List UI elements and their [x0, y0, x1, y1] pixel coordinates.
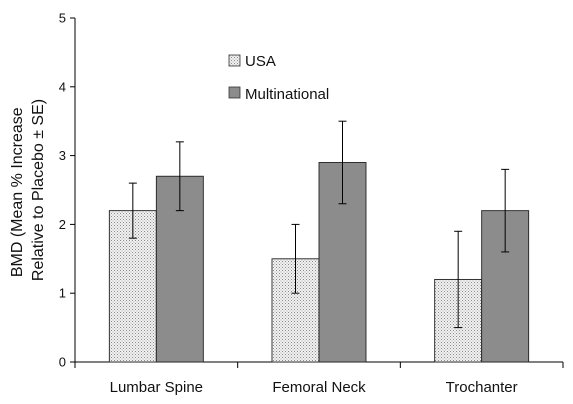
error-bars — [128, 120, 510, 329]
y-tick-label: 1 — [59, 286, 66, 301]
legend-swatch-usa — [228, 54, 241, 67]
legend-swatch-multinational — [228, 86, 241, 99]
x-category-label: Femoral Neck — [272, 379, 366, 396]
legend: USA Multinational — [228, 53, 329, 103]
bars — [108, 162, 530, 363]
x-axis: Lumbar Spine Femoral Neck Trochanter — [74, 361, 564, 396]
x-category-label: Trochanter — [446, 379, 518, 396]
y-axis-title-line-1: BMD (Mean % Increase — [9, 107, 26, 277]
legend-label-multinational: Multinational — [245, 86, 329, 103]
y-tick-label: 2 — [59, 217, 66, 232]
y-tick-label: 5 — [59, 11, 66, 26]
y-tick-label: 4 — [59, 79, 66, 94]
x-category-label: Lumbar Spine — [110, 379, 203, 396]
y-tick-label: 3 — [59, 148, 66, 163]
y-axis-title-line-2: Relative to Placebo ± SE) — [30, 99, 47, 281]
legend-label-usa: USA — [245, 53, 276, 70]
y-axis: 0 1 2 3 4 5 — [59, 11, 76, 370]
y-axis-title: BMD (Mean % Increase Relative to Placebo… — [9, 99, 47, 281]
y-tick-label: 0 — [59, 355, 66, 370]
